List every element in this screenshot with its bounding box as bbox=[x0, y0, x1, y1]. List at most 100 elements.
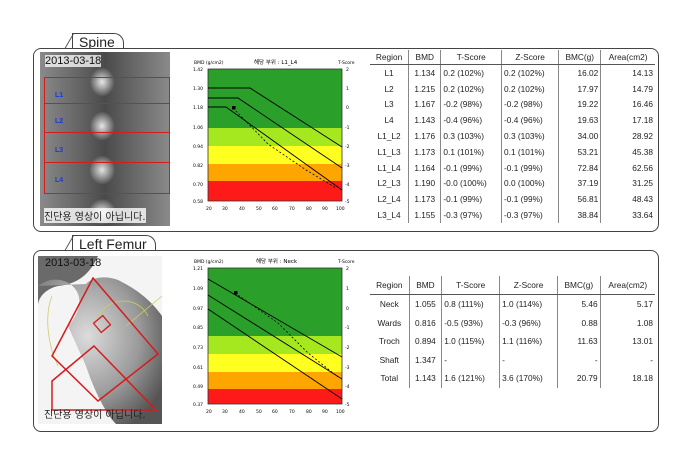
svg-text:-3: -3 bbox=[345, 365, 350, 371]
table-cell: 1.055 bbox=[408, 294, 442, 314]
spine-roi-l2[interactable]: L2 bbox=[44, 103, 170, 133]
table-cell: 0.2 (102%) bbox=[440, 80, 502, 97]
table-cell: 14.13 bbox=[600, 64, 655, 81]
table-row[interactable]: Total 1.143 1.6 (121%) 3.6 (170%) 20.79 18.18 bbox=[370, 369, 655, 388]
svg-text:-2: -2 bbox=[345, 345, 350, 351]
spine-results-table: Region BMD T-Score Z-Score BMC(g) Area(c… bbox=[370, 50, 655, 223]
svg-text:0.94: 0.94 bbox=[193, 144, 203, 150]
svg-text:1.09: 1.09 bbox=[193, 286, 203, 292]
svg-text:1: 1 bbox=[346, 86, 349, 92]
table-cell: -0.2 (98%) bbox=[440, 96, 502, 113]
svg-text:20: 20 bbox=[206, 206, 212, 212]
spine-roi-l3[interactable]: L3 bbox=[44, 132, 170, 163]
table-cell: -0.3 (96%) bbox=[499, 313, 558, 332]
table-cell: 17.18 bbox=[600, 112, 655, 129]
col-bmd: BMD bbox=[408, 50, 441, 65]
table-row[interactable]: L1 1.134 0.2 (102%) 0.2 (102%) 16.02 14.13 bbox=[370, 64, 655, 81]
table-cell: L1_L2 bbox=[377, 131, 401, 142]
table-cell: L3_L4 bbox=[377, 210, 401, 221]
table-cell: 72.84 bbox=[558, 159, 601, 176]
table-row[interactable]: L3_L4 1.155 -0.3 (97%) -0.3 (97%) 38.84 33.64 bbox=[370, 207, 655, 223]
table-row[interactable]: Troch 0.894 1.0 (115%) 1.1 (116%) 11.63 13.01 bbox=[370, 332, 655, 351]
spine-tab[interactable]: Spine bbox=[72, 33, 124, 51]
table-row[interactable]: L1_L3 1.173 0.1 (101%) 0.1 (101%) 53.21 45.38 bbox=[370, 143, 655, 160]
table-row[interactable]: L1_L4 1.164 -0.1 (99%) -0.1 (99%) 72.84 62.56 bbox=[370, 159, 655, 176]
table-row[interactable]: L2_L3 1.190 -0.0 (100%) 0.0 (100%) 37.19 31.2… bbox=[370, 175, 655, 192]
svg-text:70: 70 bbox=[289, 206, 295, 212]
table-cell: - bbox=[441, 350, 500, 369]
svg-text:-1: -1 bbox=[345, 325, 350, 331]
table-cell: Neck bbox=[379, 299, 399, 310]
table-cell: 31.25 bbox=[600, 175, 655, 192]
table-cell: 1.215 bbox=[408, 80, 441, 97]
svg-text:70: 70 bbox=[289, 409, 295, 415]
svg-text:-4: -4 bbox=[345, 182, 350, 188]
svg-text:40: 40 bbox=[239, 409, 245, 415]
svg-text:30: 30 bbox=[222, 409, 228, 415]
table-cell: L3 bbox=[384, 99, 394, 110]
table-cell: L2_L3 bbox=[377, 178, 401, 189]
table-cell: - bbox=[599, 350, 655, 369]
table-cell: Troch bbox=[378, 336, 400, 347]
svg-text:0.61: 0.61 bbox=[193, 365, 203, 371]
svg-text:40: 40 bbox=[239, 206, 245, 212]
table-cell: 1.155 bbox=[408, 207, 441, 223]
svg-text:0.58: 0.58 bbox=[193, 199, 203, 205]
table-cell: 0.2 (102%) bbox=[440, 64, 502, 81]
table-row[interactable]: L2 1.215 0.2 (102%) 0.2 (102%) 17.97 14.79 bbox=[370, 80, 655, 97]
table-row[interactable]: Shaft 1.347- - - - bbox=[370, 350, 655, 369]
svg-text:-2: -2 bbox=[345, 144, 350, 150]
table-cell: 0.1 (101%) bbox=[501, 143, 559, 160]
spine-chart-tticks: 2 1 0 -1 -2 -3 -4 -5 bbox=[345, 67, 350, 205]
table-cell: 1.347 bbox=[408, 350, 442, 369]
table-cell: L1_L3 bbox=[377, 146, 401, 157]
table-cell: -0.0 (100%) bbox=[440, 175, 502, 192]
table-cell: -0.3 (97%) bbox=[440, 207, 502, 223]
col-area: Area(cm2) bbox=[599, 276, 655, 295]
table-cell: 1.0 (114%) bbox=[499, 294, 558, 314]
roi-label-l3: L3 bbox=[55, 147, 64, 154]
table-row[interactable]: Neck 1.055 0.8 (111%) 1.0 (114%) 5.46 5.17 bbox=[370, 294, 655, 314]
table-cell: 33.64 bbox=[600, 207, 655, 223]
table-cell: 0.2 (102%) bbox=[501, 80, 559, 97]
spine-roi-l4[interactable]: L4 bbox=[44, 162, 170, 194]
table-row[interactable]: Wards 0.816 -0.5 (93%) -0.3 (96%) 0.88 1.08 bbox=[370, 313, 655, 332]
svg-text:100: 100 bbox=[336, 206, 345, 212]
femur-chart-yticks: 1.21 1.09 0.97 0.85 0.73 0.61 0.49 0.37 bbox=[193, 266, 203, 408]
table-cell: -0.5 (93%) bbox=[441, 313, 500, 332]
table-row[interactable]: L2_L4 1.173 -0.1 (99%) -0.1 (99%) 56.81 48.43 bbox=[370, 191, 655, 208]
table-cell: -0.1 (99%) bbox=[440, 159, 502, 176]
table-cell: 1.134 bbox=[408, 64, 441, 81]
table-cell: L1_L4 bbox=[377, 162, 401, 173]
table-cell: 5.46 bbox=[556, 294, 601, 314]
roi-label-l2: L2 bbox=[55, 118, 64, 125]
table-cell: 19.22 bbox=[558, 96, 601, 113]
table-cell: 11.63 bbox=[556, 332, 601, 351]
svg-text:0.73: 0.73 bbox=[193, 345, 203, 351]
table-cell: 0.2 (102%) bbox=[501, 64, 559, 81]
table-row[interactable]: L1_L2 1.176 0.3 (103%) 0.3 (103%) 34.00 28.92 bbox=[370, 128, 655, 144]
svg-text:2: 2 bbox=[346, 67, 349, 73]
svg-text:2: 2 bbox=[346, 266, 349, 272]
svg-text:0: 0 bbox=[346, 105, 349, 111]
col-region: Region bbox=[370, 50, 409, 65]
table-cell: Wards bbox=[377, 317, 402, 328]
table-cell: 62.56 bbox=[600, 159, 655, 176]
table-row[interactable]: L3 1.167 -0.2 (98%) -0.2 (98%) 19.22 16.46 bbox=[370, 96, 655, 113]
col-bmc: BMC(g) bbox=[558, 50, 601, 65]
table-cell: 53.21 bbox=[558, 143, 601, 160]
spine-roi-l1[interactable]: L1 bbox=[44, 77, 170, 104]
left-femur-tab[interactable]: Left Femur bbox=[72, 235, 156, 253]
table-row[interactable]: L4 1.143 -0.4 (96%) -0.4 (96%) 19.63 17.18 bbox=[370, 112, 655, 129]
femur-not-diagnostic-notice: 진단용 영상이 아닙니다. bbox=[44, 410, 146, 421]
svg-text:20: 20 bbox=[206, 409, 212, 415]
table-cell: 56.81 bbox=[558, 191, 601, 208]
table-cell: 17.97 bbox=[558, 80, 601, 97]
femur-chart-tticks: 2 1 0 -1 -2 -3 -4 -5 bbox=[345, 266, 350, 408]
col-tscore: T-Score bbox=[440, 50, 502, 65]
col-tscore: T-Score bbox=[441, 276, 500, 295]
table-header-row: Region BMD T-Score Z-Score BMC(g) Area(c… bbox=[370, 50, 655, 65]
roi-label-l4: L4 bbox=[55, 177, 64, 184]
col-area: Area(cm2) bbox=[600, 50, 655, 65]
spine-chart-xticks: 20 30 40 50 60 70 80 90 100 bbox=[206, 206, 345, 212]
